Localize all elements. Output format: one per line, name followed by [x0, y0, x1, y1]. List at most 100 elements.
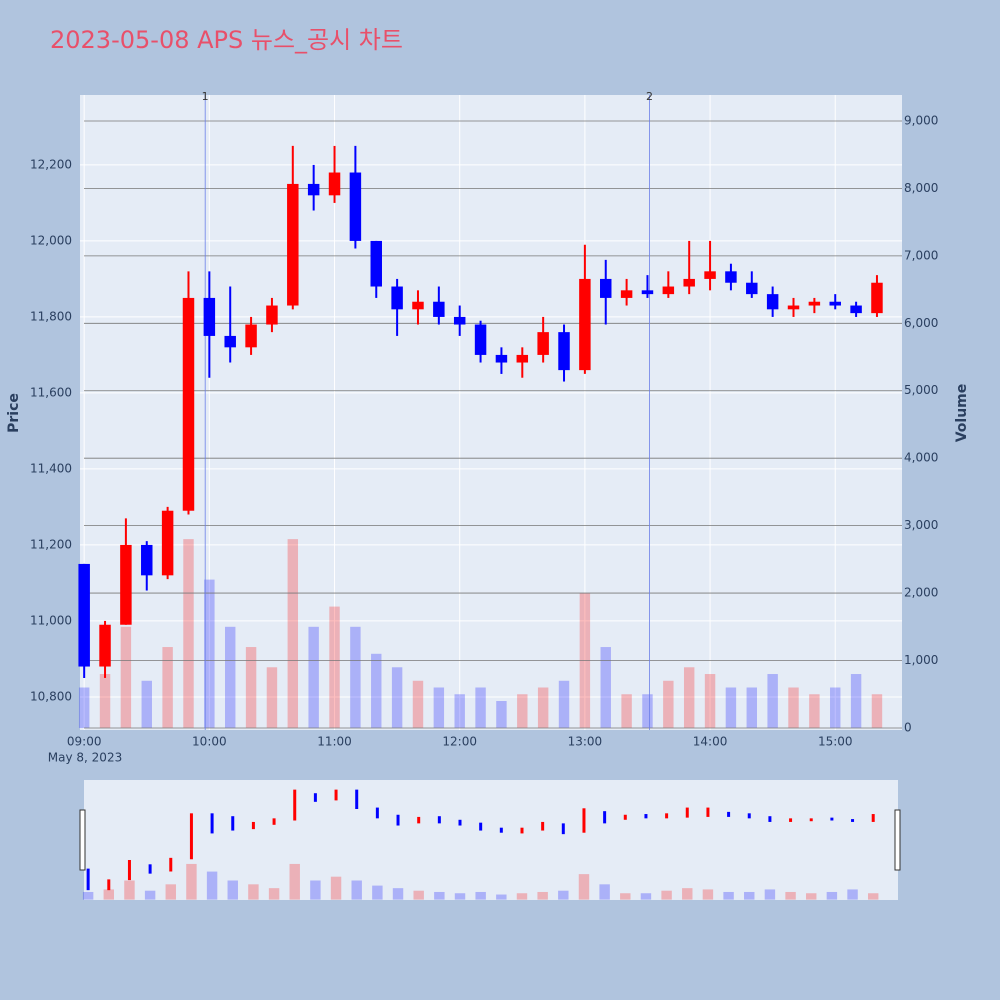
candle-body: [433, 301, 445, 317]
candle-body: [245, 324, 257, 348]
volume-bar: [600, 647, 611, 728]
volume-bar: [224, 626, 236, 728]
candle-body: [161, 510, 174, 576]
x-tick-label: 09:00: [67, 735, 102, 749]
mini-volume-bar: [144, 890, 156, 900]
candle-body: [579, 278, 591, 371]
candle-body: [99, 624, 111, 667]
volume-bar: [558, 680, 570, 728]
volume-bar: [850, 674, 862, 728]
range-handle[interactable]: [894, 809, 901, 871]
y-tick-label: 11,200: [30, 537, 72, 551]
volume-bar: [99, 674, 111, 728]
volume-bar: [183, 539, 194, 728]
volume-bar: [767, 674, 778, 728]
event-label: 1: [202, 90, 209, 103]
volume-bar: [245, 647, 257, 728]
volume-bar: [412, 680, 424, 728]
candle-body: [120, 544, 132, 625]
volume-bar: [120, 626, 132, 728]
volume-bar: [433, 687, 445, 728]
y-tick-label: 12,200: [30, 157, 72, 171]
volume-bar: [496, 700, 507, 728]
volume-bar: [663, 680, 674, 728]
candle-body: [495, 354, 508, 363]
mini-volume-bar: [392, 888, 404, 900]
candle-body: [287, 183, 299, 306]
candle-body: [808, 301, 821, 306]
mini-volume-bar: [723, 891, 734, 900]
mini-volume-bar: [599, 884, 610, 900]
mini-volume-bar: [82, 891, 94, 900]
volume-bar: [725, 687, 737, 728]
mini-volume-bar: [496, 894, 507, 900]
candle-body: [662, 286, 675, 295]
candle-body: [307, 183, 320, 196]
volume-bar: [683, 667, 695, 728]
y2-tick-label: 5,000: [904, 383, 938, 397]
y2-axis-title: Volume: [954, 384, 970, 443]
mini-volume-bar: [826, 891, 838, 900]
y2-tick-label: 9,000: [904, 113, 938, 127]
x-tick-label: 14:00: [693, 735, 728, 749]
candle-body: [474, 324, 487, 355]
candle-body: [370, 240, 382, 287]
mini-volume-bar: [351, 880, 362, 900]
volume-bar: [308, 626, 319, 728]
mini-volume-bar: [103, 889, 115, 900]
candle-body: [516, 354, 529, 363]
mini-volume-bar: [330, 876, 342, 900]
y2-tick-label: 0: [904, 720, 912, 734]
x-tick-label: 15:00: [818, 735, 853, 749]
mini-volume-bar: [578, 874, 590, 900]
candle-body: [182, 297, 195, 511]
candle-body: [725, 271, 737, 283]
candle-body: [766, 294, 779, 310]
mini-volume-bar: [640, 893, 652, 900]
y2-tick-label: 4,000: [904, 451, 938, 465]
y-tick-label: 11,600: [30, 385, 72, 399]
range-slider[interactable]: [84, 780, 898, 900]
y-tick-label: 11,400: [30, 461, 72, 475]
mini-volume-bar: [661, 890, 672, 900]
candle-body: [829, 301, 841, 306]
mini-volume-bar: [785, 891, 796, 900]
candle-body: [871, 282, 883, 314]
mini-volume-bar: [165, 884, 176, 900]
volume-bar: [266, 667, 278, 728]
y-axis-title: Price: [6, 393, 22, 433]
volume-bar: [830, 687, 841, 728]
mini-volume-bar: [227, 880, 238, 900]
range-handle[interactable]: [79, 809, 86, 871]
y2-tick-label: 1,000: [904, 653, 938, 667]
candle-body: [203, 297, 216, 336]
chart-title: 2023-05-08 APS 뉴스_공시 차트: [50, 26, 403, 54]
x-tick-label: 12:00: [442, 735, 477, 749]
y2-tick-label: 2,000: [904, 586, 938, 600]
volume-bar: [704, 674, 716, 728]
mini-volume-bar: [248, 884, 259, 900]
y-tick-label: 11,800: [30, 309, 72, 323]
y2-tick-label: 3,000: [904, 518, 938, 532]
volume-bar: [287, 539, 299, 728]
candle-body: [78, 563, 90, 667]
volume-bar: [162, 647, 173, 728]
mini-volume-bar: [413, 890, 424, 900]
x-tick-label: 11:00: [317, 735, 352, 749]
mini-volume-bar: [289, 863, 300, 900]
candle-body: [224, 335, 236, 348]
mini-volume-bar: [206, 871, 218, 900]
volume-bar: [537, 687, 549, 728]
candle-body: [349, 172, 362, 241]
x-date-label: May 8, 2023: [48, 751, 122, 765]
candle-body: [600, 278, 612, 298]
mini-volume-bar: [475, 891, 486, 900]
mini-volume-bar: [310, 880, 321, 900]
volume-bar: [746, 687, 758, 728]
y2-tick-label: 6,000: [904, 316, 938, 330]
volume-bar: [391, 667, 403, 728]
y-tick-label: 12,000: [30, 233, 72, 247]
mini-volume-bar: [537, 891, 548, 900]
mini-volume-bar: [764, 889, 776, 900]
mini-volume-bar: [682, 888, 693, 900]
